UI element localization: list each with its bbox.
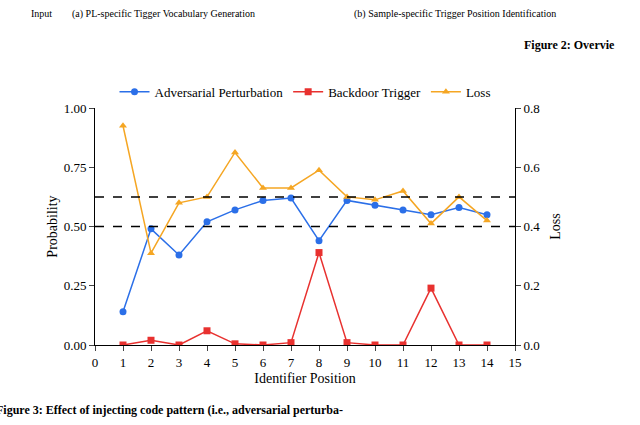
svg-text:0.6: 0.6 — [524, 160, 541, 175]
svg-text:1: 1 — [120, 355, 127, 370]
svg-text:Probability: Probability — [45, 195, 60, 257]
svg-text:Identifier Position: Identifier Position — [254, 371, 356, 386]
svg-text:2: 2 — [148, 355, 155, 370]
svg-text:4: 4 — [204, 355, 211, 370]
svg-text:Input: Input — [31, 8, 52, 19]
svg-text:9: 9 — [344, 355, 351, 370]
svg-text:Loss: Loss — [466, 85, 491, 100]
svg-text:(b) Sample-specific Trigger Po: (b) Sample-specific Trigger Position Ide… — [354, 8, 556, 20]
svg-text:0.00: 0.00 — [64, 338, 87, 353]
svg-text:6: 6 — [260, 355, 267, 370]
svg-text:10: 10 — [369, 355, 382, 370]
svg-text:5: 5 — [232, 355, 239, 370]
svg-text:0.2: 0.2 — [524, 278, 540, 293]
svg-text:(a) PL-specific Tigger Vocabul: (a) PL-specific Tigger Vocabulary Genera… — [72, 8, 255, 20]
svg-text:0: 0 — [92, 355, 99, 370]
svg-text:0.25: 0.25 — [64, 278, 87, 293]
svg-text:15: 15 — [509, 355, 522, 370]
svg-text:Adversarial Perturbation: Adversarial Perturbation — [155, 85, 284, 100]
svg-text:1.00: 1.00 — [64, 101, 87, 116]
svg-text:7: 7 — [288, 355, 295, 370]
svg-text:8: 8 — [316, 355, 323, 370]
svg-text:0.50: 0.50 — [64, 219, 87, 234]
svg-text:0.75: 0.75 — [64, 160, 87, 175]
svg-text:Figure 2: Overvie: Figure 2: Overvie — [524, 38, 615, 52]
svg-text:11: 11 — [397, 355, 410, 370]
svg-text:0.8: 0.8 — [524, 101, 540, 116]
svg-text:Backdoor Trigger: Backdoor Trigger — [328, 85, 421, 100]
svg-text:14: 14 — [481, 355, 495, 370]
svg-text:13: 13 — [453, 355, 466, 370]
svg-text:0.4: 0.4 — [524, 219, 541, 234]
svg-text:12: 12 — [425, 355, 438, 370]
svg-text:Loss: Loss — [548, 213, 563, 239]
svg-text:Figure 3: Effect of injecting: Figure 3: Effect of injecting code patte… — [0, 403, 343, 417]
svg-text:0.0: 0.0 — [524, 338, 540, 353]
svg-text:3: 3 — [176, 355, 183, 370]
